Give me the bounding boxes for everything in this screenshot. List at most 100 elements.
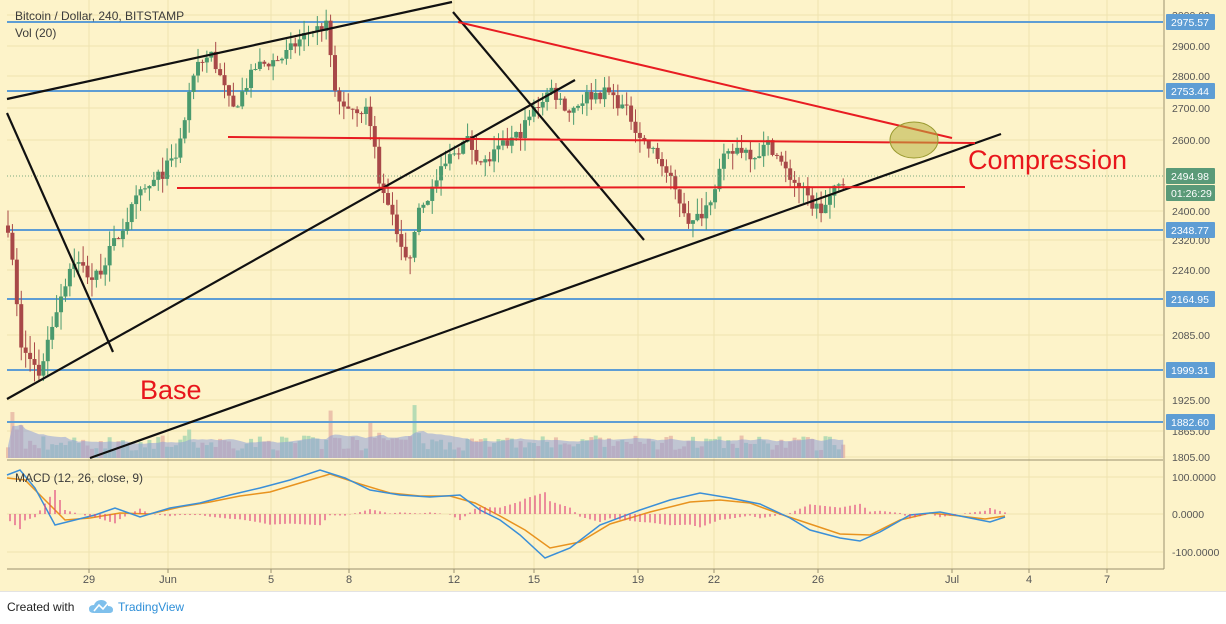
candle-body [425,200,430,205]
candle-body [147,185,152,189]
time-tick-label: 4 [1026,574,1032,586]
tradingview-link[interactable]: TradingView [118,600,185,614]
candle-body [257,61,262,69]
candle-body [94,270,99,280]
candles [6,9,846,382]
time-tick-label: Jun [159,574,177,586]
volume-ma-area [8,424,844,458]
candle-body [708,202,713,206]
macd-tick-label: 100.0000 [1172,472,1216,484]
candle-body [156,171,161,180]
candle-body [823,204,828,214]
candle-body [32,359,37,365]
candle-body [602,87,607,100]
candle-body [253,68,258,70]
candle-body [540,101,545,108]
horizontal-levels[interactable] [7,21,1163,423]
volume-label: Vol (20) [15,26,56,40]
candle-body [67,268,72,287]
current-price-badge [1166,168,1215,184]
candle-body [819,203,824,214]
current-price-label: 2494.98 [1171,171,1209,183]
macd-label: MACD (12, 26, close, 9) [15,471,143,485]
candle-body [527,116,532,121]
candle-body [434,180,439,187]
candle-body [668,172,673,177]
trend-line-black [5,112,115,353]
candle-body [275,60,280,62]
candle-body [456,153,461,155]
time-tick-label: 7 [1104,574,1110,586]
annotation-compression: Compression [968,145,1127,175]
candle-body [200,61,205,63]
candle-body [827,195,832,205]
level-price-label: 2975.57 [1171,17,1209,29]
level-price-badge [1166,83,1215,99]
trend-line-black [6,0,453,101]
trend-line-red [227,136,976,144]
candle-body [134,195,139,205]
candle-body [704,205,709,219]
price-tick-label: 2900.00 [1172,41,1210,53]
candle-body [403,246,408,258]
candle-body [14,259,19,305]
candle-body [98,270,103,275]
candle-body [615,95,620,109]
candle-body [814,203,819,209]
trend-line-black [452,11,645,241]
candle-body [553,87,558,100]
candle-body [474,149,479,162]
price-tick-label: 2400.00 [1172,206,1210,218]
candle-body [774,154,779,156]
candle-body [302,33,307,40]
candle-body [695,213,700,221]
candle-body [394,214,399,235]
candle-body [792,179,797,183]
price-chart[interactable]: Base Compression Bitcoin / Dollar, 240, … [0,0,1226,591]
level-price-label: 2753.44 [1171,86,1209,98]
candle-body [721,153,726,169]
candle-body [240,91,245,107]
chart-title: Bitcoin / Dollar, 240, BITSTAMP [15,9,184,23]
candle-body [262,61,267,64]
candle-body [505,140,510,146]
candle-body [757,156,762,159]
price-tick-label: 2800.00 [1172,71,1210,83]
candle-body [651,147,656,149]
candle-body [279,58,284,61]
time-tick-label: 5 [268,574,274,586]
candle-body [324,20,329,31]
level-price-label: 1882.60 [1171,417,1209,429]
candle-body [478,161,483,163]
candle-body [748,149,753,160]
macd-pane [6,469,1163,559]
candle-body [690,220,695,224]
candle-body [416,207,421,232]
countdown-label: 01:26:29 [1171,188,1212,200]
candle-body [633,121,638,133]
candle-body [116,238,121,240]
candle-body [355,109,360,114]
candle-body [593,92,598,100]
trend-lines[interactable] [5,0,1002,460]
candle-body [686,213,691,224]
trend-line-red [176,186,966,189]
price-tick-label: 1805.00 [1172,452,1210,464]
candle-body [85,265,90,278]
candle-body [399,234,404,247]
macd-tick-label: 0.0000 [1172,509,1204,521]
time-tick-label: 26 [812,574,824,586]
compression-highlight[interactable] [889,121,939,159]
candle-body [761,144,766,157]
candle-body [138,189,143,196]
candle-body [76,262,81,264]
candle-body [151,179,156,186]
level-price-badge [1166,222,1215,238]
candle-body [752,158,757,160]
candle-body [443,163,448,167]
candle-body [288,43,293,50]
candle-body [41,361,46,376]
candle-body [421,204,426,208]
candle-body [346,106,351,109]
candle-body [646,140,651,149]
